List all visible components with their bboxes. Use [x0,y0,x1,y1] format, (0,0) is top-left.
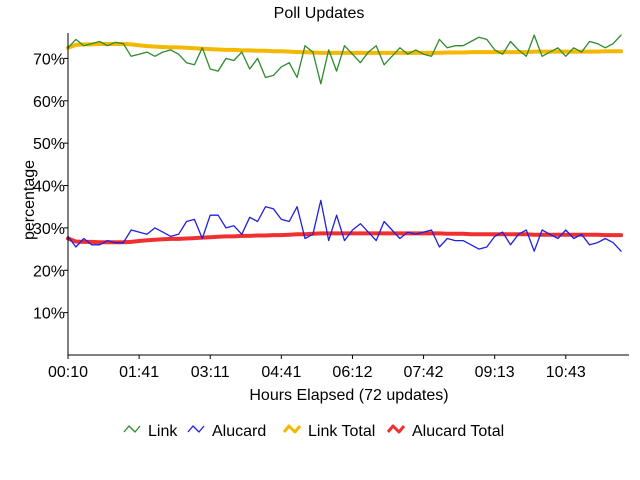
series-line-link [67,34,622,85]
legend-label: Alucard Total [412,423,504,440]
y-tick-label: 30% [33,221,65,238]
y-tick-label: 70% [33,51,65,68]
x-tick-label: 10:43 [546,364,586,381]
y-axis-label: percentage [21,160,38,240]
x-tick-label: 03:11 [191,364,230,381]
series-line-link-total [66,42,624,55]
x-tick-label: 06:12 [332,364,372,381]
series-line-alucard-total [66,231,624,245]
y-tick-label: 60% [33,94,65,111]
x-tick-label: 07:42 [404,364,444,381]
y-tick-label: 20% [33,263,65,280]
series-line-alucard [67,199,622,252]
chart-title: Poll Updates [274,5,365,22]
legend-swatch [187,425,205,433]
x-tick-label: 00:10 [48,364,88,381]
legend-swatch [123,425,141,433]
y-tick-label: 40% [33,179,65,196]
legend: Link Alucard Link Total Alucard Total [123,423,504,440]
legend-label: Link Total [308,423,375,440]
legend-label: Link [148,423,178,440]
x-axis-label: Hours Elapsed (72 updates) [249,387,448,404]
legend-swatch [282,424,302,434]
legend-label: Alucard [212,423,266,440]
y-tick-label: 10% [33,306,65,323]
x-tick-label: 09:13 [475,364,515,381]
x-tick-label: 04:41 [261,364,301,381]
y-tick-label: 50% [33,136,65,153]
legend-swatch [386,424,406,434]
x-tick-label: 01:41 [119,364,159,381]
